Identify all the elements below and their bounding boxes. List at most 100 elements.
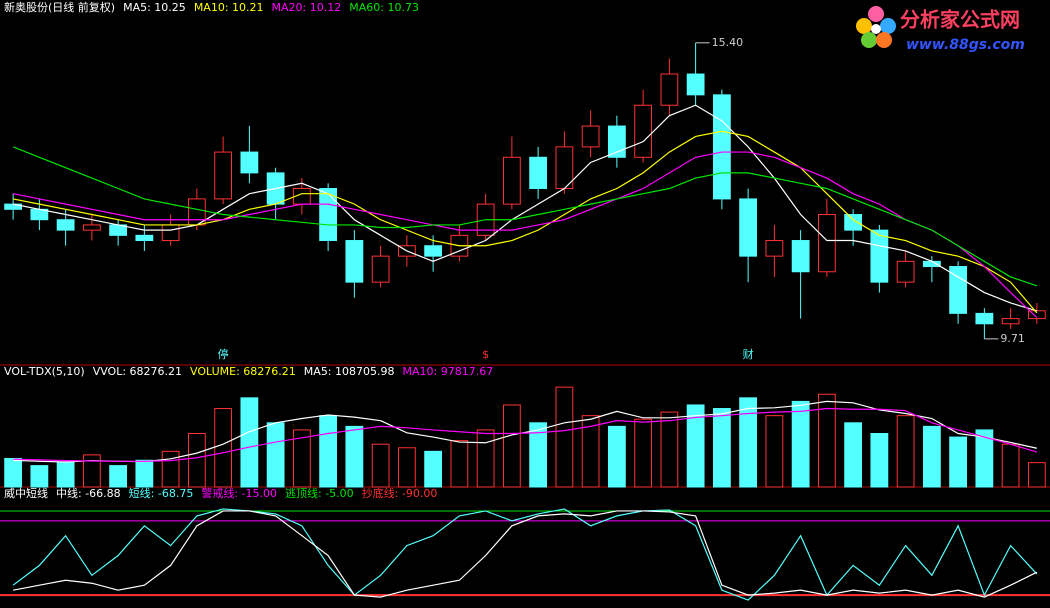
volume-bar (56, 461, 75, 488)
candle-body (502, 156, 521, 205)
volume-bar (634, 418, 653, 488)
volume-bar (686, 404, 705, 488)
candle-body (529, 156, 548, 189)
candle-body (844, 214, 863, 231)
legend-label: MA5: 108705.98 (304, 365, 395, 378)
candle-body (424, 245, 443, 257)
candle-body (581, 125, 600, 148)
annotation-label: 9.71 (1000, 332, 1025, 345)
candle-body (214, 151, 233, 200)
ma-line (12, 146, 1038, 287)
volume-bar (791, 400, 810, 488)
volume-bar (581, 415, 600, 488)
candle-body (56, 219, 75, 231)
candle-body (240, 151, 259, 174)
ma-line (13, 151, 1038, 318)
volume-bar (371, 443, 390, 488)
volume-bar (660, 411, 679, 488)
legend-label: 中线: -66.88 (56, 486, 121, 500)
event-marker: 停 (218, 347, 229, 361)
candle-body (135, 234, 154, 242)
volume-bar (896, 415, 915, 488)
volume-bar (870, 433, 889, 488)
volume-bar (1027, 462, 1046, 488)
volume-ma-line (13, 407, 1038, 462)
volume-bar (712, 408, 731, 488)
ma-line (13, 104, 1038, 312)
volume-bar (187, 433, 206, 488)
volume-bar (739, 397, 758, 488)
legend-label: 短线: -68.75 (129, 486, 194, 500)
volume-bar (817, 393, 836, 488)
volume-bar (450, 440, 469, 488)
volume-bar (424, 450, 443, 488)
volume-bar (161, 450, 180, 488)
volume-bar (476, 429, 495, 488)
candle-body (949, 266, 968, 314)
legend-label: 新奥股份(日线 前复权) (4, 0, 115, 14)
volume-bar (345, 425, 364, 488)
volume-bar (1001, 443, 1020, 488)
volume-bar (240, 397, 259, 488)
volume-bar (319, 415, 338, 488)
volume-bar (922, 425, 941, 488)
candle-body (765, 240, 784, 257)
candle-body (161, 224, 180, 242)
volume-bar (292, 429, 311, 488)
legend-label: MA20: 10.12 (272, 1, 342, 14)
legend-label: MA5: 10.25 (123, 1, 186, 14)
volume-ma-line (13, 400, 1038, 463)
volume-bar (266, 422, 285, 488)
legend-label: VVOL: 68276.21 (93, 365, 182, 378)
volume-bar (975, 429, 994, 488)
ma-line (13, 130, 1038, 314)
volume-bar (502, 404, 521, 488)
candle-body (371, 255, 390, 283)
volume-bar (765, 415, 784, 488)
logo (856, 6, 896, 48)
event-marker: 财 (743, 347, 754, 361)
watermark-title: 分析家公式网 (900, 8, 1020, 32)
legend-label: 威中短线 (4, 486, 48, 500)
indicator-line (13, 510, 1038, 598)
candle-body (319, 188, 338, 242)
candle-body (870, 229, 889, 283)
candle-body (345, 240, 364, 283)
annotation-label: 15.40 (712, 36, 744, 49)
volume-bar (135, 459, 154, 488)
legend-label: 抄底线: -90.00 (362, 486, 438, 500)
volume-bar (397, 447, 416, 488)
volume-bar (82, 454, 101, 488)
candle-body (975, 312, 994, 325)
volume-bar (555, 386, 574, 488)
volume-bar (30, 465, 49, 488)
candle-body (660, 73, 679, 106)
legend-label: MA10: 97817.67 (403, 365, 494, 378)
event-marker: $ (482, 348, 489, 361)
candle-body (607, 125, 626, 158)
legend-label: MA10: 10.21 (194, 1, 264, 14)
candle-body (686, 73, 705, 96)
volume-bar (949, 436, 968, 488)
candle-body (82, 224, 101, 231)
candle-body (922, 260, 941, 268)
volume-bar (607, 425, 626, 488)
legend-label: MA60: 10.73 (349, 1, 419, 14)
volume-bar (4, 457, 23, 488)
legend-label: VOL-TDX(5,10) (4, 365, 85, 378)
indicator-line (12, 508, 1038, 601)
volume-bar (529, 422, 548, 488)
candle-body (896, 260, 915, 283)
watermark-url: www.88gs.com (906, 37, 1025, 53)
volume-bar (214, 408, 233, 488)
candle-body (634, 104, 653, 158)
candle-body (791, 240, 810, 273)
volume-bar (844, 422, 863, 488)
candle-body (1001, 318, 1020, 325)
legend-label: 逃顶线: -5.00 (285, 486, 354, 500)
candle-body (817, 214, 836, 273)
candle-body (712, 94, 731, 200)
legend-label: VOLUME: 68276.21 (190, 365, 296, 378)
